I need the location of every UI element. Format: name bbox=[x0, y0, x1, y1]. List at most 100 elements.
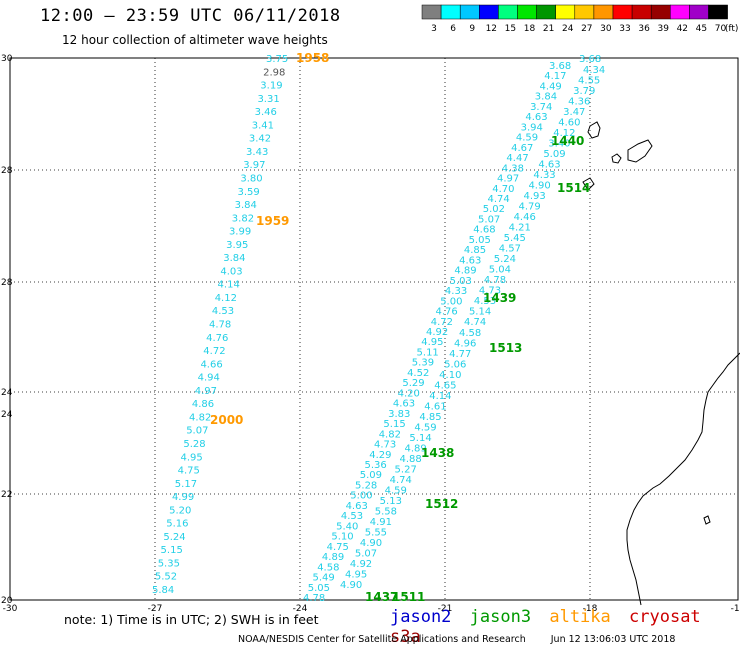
wave-height-label: 3.68 bbox=[549, 61, 571, 72]
wave-height-label: 5.55 bbox=[365, 527, 387, 538]
wave-height-label: 5.06 bbox=[444, 359, 466, 370]
colorbar-label: 33 bbox=[619, 24, 630, 34]
axis-ticks: -30 -27 -24 -21 -18 -15 30 28 28 24 22 20 24 bbox=[1, 54, 740, 614]
legend-altika: altika bbox=[549, 607, 611, 627]
wave-height-label: 4.63 bbox=[459, 255, 481, 266]
wave-height-label: 5.17 bbox=[175, 479, 197, 490]
wave-height-label: 4.57 bbox=[499, 244, 521, 255]
wave-height-label: 5.84 bbox=[152, 585, 174, 596]
pass-time-label: 2000 bbox=[210, 413, 243, 427]
satellite-legend: jason2 jason3 altika cryosat s3a bbox=[390, 607, 740, 647]
longitude-tick-label: -15 bbox=[731, 604, 740, 614]
wave-height-label: 4.12 bbox=[215, 293, 237, 304]
wave-height-label: 4.97 bbox=[195, 386, 217, 397]
page-title: 12:00 – 23:59 UTC 06/11/2018 bbox=[40, 6, 341, 26]
wave-height-label: 5.28 bbox=[355, 480, 377, 491]
wave-height-label: 3.83 bbox=[388, 409, 410, 420]
wave-height-label: 3.84 bbox=[535, 92, 557, 103]
longitude-tick-label: -21 bbox=[438, 604, 453, 614]
wave-height-label: 4.76 bbox=[435, 307, 457, 318]
wave-height-label: 5.27 bbox=[395, 464, 417, 475]
wave-height-label: 3.41 bbox=[252, 120, 274, 131]
wave-height-label: 4.74 bbox=[390, 475, 412, 486]
colorbar-label: 42 bbox=[677, 24, 688, 34]
island-la-palma bbox=[587, 121, 601, 139]
wave-height-label: 3.97 bbox=[243, 160, 265, 171]
wave-height-label: 5.00 bbox=[350, 491, 372, 502]
colorbar-swatch bbox=[631, 4, 652, 20]
wave-height-label: 5.29 bbox=[402, 378, 424, 389]
wave-height-label: 4.49 bbox=[540, 81, 562, 92]
wave-height-label: 5.24 bbox=[163, 532, 185, 543]
wave-height-label: 4.89 bbox=[454, 266, 476, 277]
wave-height-label: 3.94 bbox=[521, 122, 543, 133]
satellite-tracks: 3.75 2.98 3.19 3.31 3.46 3.41 3.42 3.43 3.97 3.80… bbox=[152, 51, 605, 604]
wave-height-label: 4.14 bbox=[218, 280, 240, 291]
colorbar-label: 45 bbox=[696, 24, 707, 34]
wave-height-label: 5.07 bbox=[355, 548, 377, 559]
latitude-tick-label: 24 bbox=[1, 410, 13, 420]
coastline bbox=[582, 121, 740, 606]
colorbar-swatch bbox=[612, 4, 633, 20]
wave-height-label: 5.14 bbox=[469, 307, 491, 318]
colorbar-label: 36 bbox=[638, 24, 650, 34]
wave-height-label: 3.31 bbox=[257, 94, 279, 105]
wave-height-label: 5.07 bbox=[186, 426, 208, 437]
wave-height-label: 5.03 bbox=[450, 276, 472, 287]
wave-height-label: 4.91 bbox=[370, 517, 392, 528]
credit-text: NOAA/NESDIS Center for Satellite Applica… bbox=[238, 634, 526, 645]
wave-height-label: 5.49 bbox=[312, 573, 334, 584]
wave-height-label: 4.12 bbox=[553, 128, 575, 139]
colorbar-label: 21 bbox=[543, 24, 554, 34]
wave-height-label: 3.19 bbox=[260, 81, 282, 92]
wave-height-label: 5.14 bbox=[409, 433, 431, 444]
pass-time-label: 1512 bbox=[425, 497, 458, 511]
wave-height-label: 3.42 bbox=[249, 134, 271, 145]
wave-height-label: 4.61 bbox=[424, 401, 446, 412]
wave-height-label: 4.72 bbox=[203, 346, 225, 357]
colorbar-swatch bbox=[536, 4, 556, 20]
pass-time-label: 1437 bbox=[365, 590, 398, 604]
wave-height-label: 4.46 bbox=[514, 212, 536, 223]
wave-height-label: 4.53 bbox=[341, 511, 363, 522]
wave-height-label: 4.78 bbox=[484, 275, 506, 286]
wave-height-label: 3.84 bbox=[235, 200, 257, 211]
wave-height-label: 5.36 bbox=[365, 460, 387, 471]
wave-height-label: 3.46 bbox=[255, 107, 277, 118]
wave-height-label: 5.13 bbox=[380, 496, 402, 507]
pass-time-label: 1440 bbox=[551, 134, 584, 148]
wave-height-label: 5.05 bbox=[469, 235, 491, 246]
wave-height-label: 4.53 bbox=[474, 296, 496, 307]
wave-height-label: 4.36 bbox=[568, 97, 590, 108]
wave-height-label: 4.47 bbox=[506, 153, 528, 164]
wave-height-label: 4.86 bbox=[192, 399, 214, 410]
colorbar-swatch bbox=[459, 4, 480, 20]
wave-height-label: 4.95 bbox=[181, 452, 203, 463]
wave-height-label: 4.21 bbox=[509, 223, 531, 234]
island-gomera bbox=[611, 153, 622, 164]
wave-height-label: 5.02 bbox=[483, 204, 505, 215]
wave-height-label: 4.67 bbox=[511, 143, 533, 154]
wave-height-label: 3.59 bbox=[238, 187, 260, 198]
pass-time-label: 1438 bbox=[421, 446, 454, 460]
colorbar-label: 27 bbox=[581, 24, 592, 34]
wave-height-label: 5.10 bbox=[331, 532, 353, 543]
colorbar-label: 18 bbox=[524, 24, 536, 34]
colorbar-label: (ft) bbox=[725, 24, 739, 34]
wave-height-label: 4.90 bbox=[340, 580, 362, 591]
wave-height-label: 4.52 bbox=[407, 368, 429, 379]
colorbar-swatch bbox=[670, 4, 690, 20]
wave-height-label: 5.09 bbox=[543, 149, 565, 160]
wave-height-label: 4.88 bbox=[400, 454, 422, 465]
wave-height-label: 4.90 bbox=[360, 538, 382, 549]
wave-height-label: 5.04 bbox=[489, 265, 511, 276]
wave-height-label: 4.68 bbox=[473, 225, 495, 236]
wave-height-label: 5.09 bbox=[360, 470, 382, 481]
wave-height-label: 4.38 bbox=[502, 163, 524, 174]
wave-height-label: 3.47 bbox=[563, 107, 585, 118]
wave-height-label: 4.58 bbox=[459, 328, 481, 339]
pass-time-label: 1511 bbox=[392, 590, 425, 604]
wave-height-label: 4.14 bbox=[429, 391, 451, 402]
colorbar-swatch bbox=[593, 4, 614, 20]
